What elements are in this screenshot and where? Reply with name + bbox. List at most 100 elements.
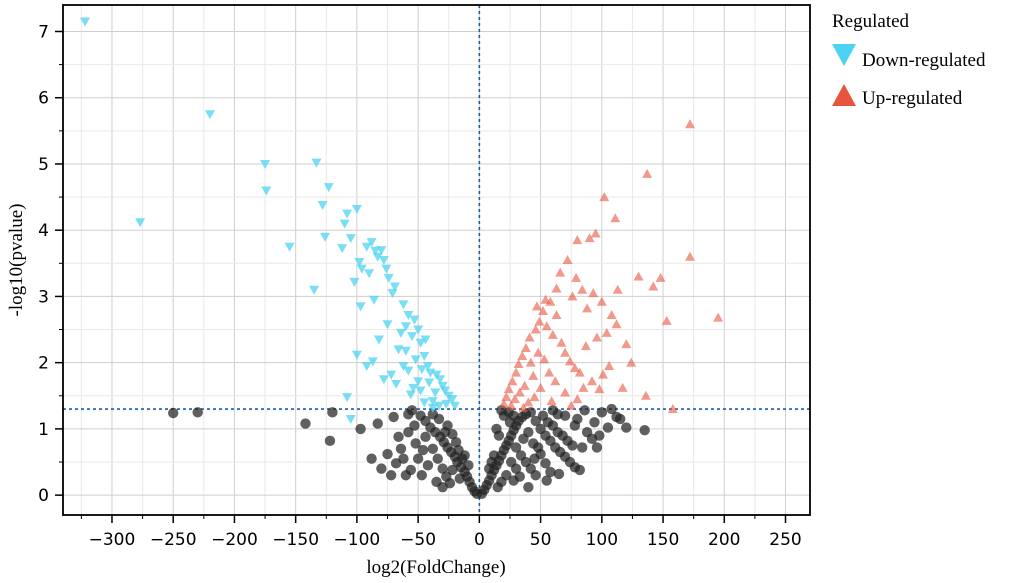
point-up-regulated xyxy=(648,281,659,291)
point-up-regulated xyxy=(684,251,695,261)
point-up-regulated xyxy=(525,357,536,367)
x-axis-title: log2(FoldChange) xyxy=(366,557,505,578)
point-down-regulated xyxy=(398,361,409,371)
point-up-regulated xyxy=(591,332,602,342)
point-not-significant xyxy=(567,440,578,451)
point-down-regulated xyxy=(378,256,389,265)
y-tick-label: 6 xyxy=(38,89,49,109)
x-tick-label: 0 xyxy=(474,530,485,550)
point-not-significant xyxy=(390,458,402,469)
point-not-significant xyxy=(168,407,179,419)
point-up-regulated xyxy=(626,357,637,367)
point-down-regulated xyxy=(376,246,387,256)
point-down-regulated xyxy=(422,361,433,371)
point-down-regulated xyxy=(339,219,350,229)
point-not-significant xyxy=(400,470,412,481)
point-up-regulated xyxy=(611,319,622,329)
point-down-regulated xyxy=(395,328,406,338)
point-down-regulated xyxy=(400,346,411,356)
point-up-regulated xyxy=(610,213,621,223)
point-down-regulated xyxy=(398,300,409,310)
point-down-regulated xyxy=(135,218,146,228)
point-down-regulated xyxy=(309,285,320,295)
point-not-significant xyxy=(382,448,393,460)
point-not-significant xyxy=(530,470,541,481)
point-down-regulated xyxy=(204,110,215,120)
x-tick-label: −200 xyxy=(211,530,258,550)
point-up-regulated xyxy=(588,288,599,298)
point-down-regulated xyxy=(386,370,397,380)
point-not-significant xyxy=(574,464,585,476)
point-up-regulated xyxy=(519,380,530,390)
point-down-regulated xyxy=(342,393,353,403)
point-up-regulated xyxy=(578,382,589,392)
point-up-regulated xyxy=(556,337,567,347)
x-tick-label: −250 xyxy=(150,530,197,550)
point-up-regulated xyxy=(572,394,583,404)
point-up-regulated xyxy=(538,306,549,315)
point-down-regulated xyxy=(383,273,394,283)
point-not-significant xyxy=(530,415,541,427)
point-down-regulated xyxy=(419,352,430,362)
point-not-significant xyxy=(300,418,311,429)
x-tick-label: −150 xyxy=(272,530,319,550)
x-tick-label: 200 xyxy=(708,530,740,550)
point-up-regulated xyxy=(587,376,598,386)
point-not-significant xyxy=(510,442,522,453)
point-down-regulated xyxy=(317,201,328,211)
plot-frame xyxy=(62,4,811,516)
point-up-regulated xyxy=(506,400,517,410)
point-up-regulated xyxy=(551,283,562,293)
point-not-significant xyxy=(621,422,632,433)
point-not-significant xyxy=(393,431,404,443)
point-up-regulated xyxy=(517,351,528,361)
point-up-regulated xyxy=(523,397,534,407)
data-points xyxy=(80,17,724,500)
point-not-significant xyxy=(442,420,453,431)
point-up-regulated xyxy=(513,358,524,368)
point-not-significant xyxy=(406,405,418,416)
point-not-significant xyxy=(403,427,414,438)
point-up-regulated xyxy=(560,387,571,397)
point-up-regulated xyxy=(514,387,525,397)
point-up-regulated xyxy=(580,341,591,351)
point-not-significant xyxy=(579,405,590,416)
point-down-regulated xyxy=(419,398,430,408)
x-tick-label: 150 xyxy=(647,530,679,550)
x-axis-ticks: −300 −250 −200 −150 −100 −50 0 50 100 150 200 250 xyxy=(80,515,802,550)
point-up-regulated xyxy=(640,390,651,400)
point-up-regulated xyxy=(534,316,545,326)
point-up-regulated xyxy=(606,309,617,319)
point-not-significant xyxy=(420,431,431,443)
point-up-regulated xyxy=(564,356,575,366)
point-not-significant xyxy=(409,420,420,431)
point-up-regulated xyxy=(533,347,544,357)
point-down-regulated xyxy=(367,357,378,367)
point-down-regulated xyxy=(435,375,446,385)
y-tick-label: 7 xyxy=(38,22,49,42)
point-up-regulated xyxy=(546,396,557,406)
point-up-regulated xyxy=(498,398,509,408)
point-not-significant xyxy=(355,423,366,435)
point-down-regulated xyxy=(320,232,331,242)
point-not-significant xyxy=(639,425,650,436)
point-down-regulated xyxy=(393,345,404,355)
point-down-regulated xyxy=(260,159,271,169)
point-not-significant xyxy=(459,450,470,461)
point-down-regulated xyxy=(356,264,367,274)
point-not-significant xyxy=(553,468,565,480)
point-down-regulated xyxy=(355,302,366,312)
point-down-regulated xyxy=(370,246,381,256)
point-down-regulated xyxy=(342,209,353,219)
point-down-regulated xyxy=(387,289,398,299)
point-not-significant xyxy=(591,442,603,453)
point-down-regulated xyxy=(369,295,380,305)
point-down-regulated xyxy=(345,414,356,424)
point-up-regulated xyxy=(529,392,540,402)
point-not-significant xyxy=(545,466,556,478)
point-down-regulated xyxy=(391,379,402,389)
point-down-regulated xyxy=(447,395,458,405)
point-down-regulated xyxy=(337,244,348,254)
point-not-significant xyxy=(388,411,399,423)
